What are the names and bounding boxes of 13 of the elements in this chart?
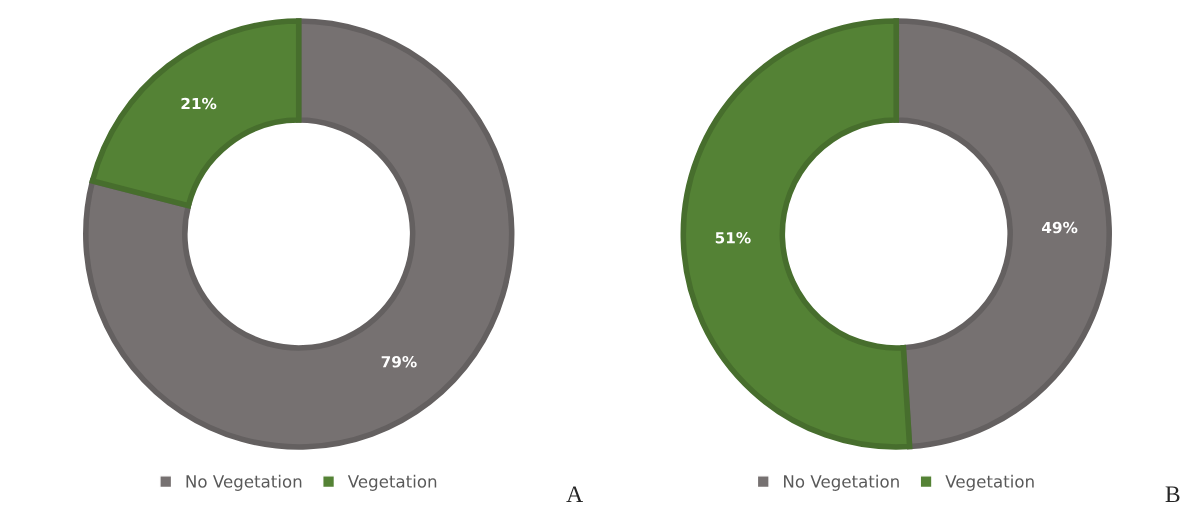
data-label: 51%	[715, 232, 751, 244]
data-label: 49%	[1042, 221, 1078, 234]
data-label: 79%	[381, 356, 417, 368]
text: B	[1165, 486, 1180, 503]
legend-label: Vegetation	[347, 474, 437, 491]
donut-slice	[680, 18, 913, 450]
text: A	[566, 486, 583, 502]
legend-label: No Vegetation	[784, 474, 899, 491]
donut-slice	[89, 18, 302, 209]
data-label: 21%	[181, 97, 217, 110]
legend-label: No Vegetation	[186, 474, 302, 491]
donut-slice	[83, 18, 515, 450]
legend-label: Vegetation	[945, 474, 1034, 491]
